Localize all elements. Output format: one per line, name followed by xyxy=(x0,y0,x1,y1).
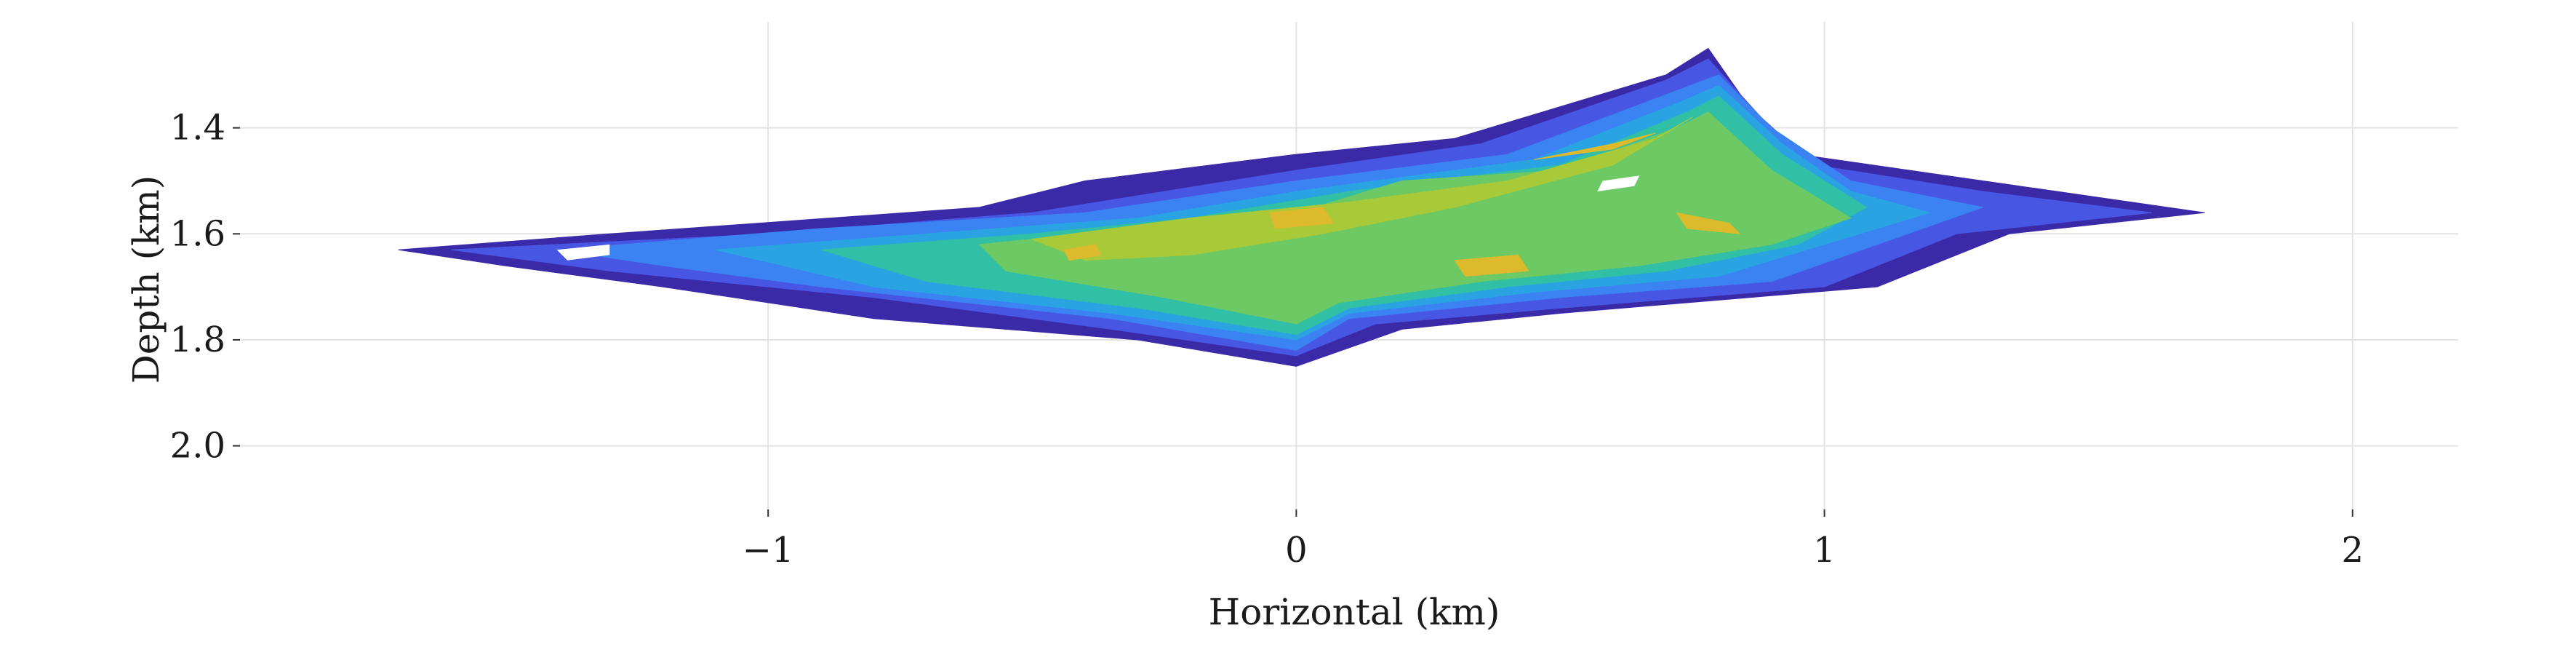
axis-ticks: −1 0 1 2 1.4 1.6 1.8 2.0 xyxy=(170,108,2364,571)
y-tick-label: 1.4 xyxy=(170,108,225,148)
plot-area xyxy=(398,47,2205,367)
contour-level-7 xyxy=(1063,244,1102,261)
contour-level-7 xyxy=(1269,207,1334,229)
x-tick-label: 1 xyxy=(1813,530,1836,571)
y-tick-label: 1.6 xyxy=(170,213,225,254)
contour-level-6 xyxy=(1031,116,1693,261)
contour-hole xyxy=(556,244,610,261)
x-tick-label: −1 xyxy=(743,530,794,571)
contour-level-7 xyxy=(1454,254,1529,277)
x-axis-label: Horizontal (km) xyxy=(1209,591,1500,633)
x-tick-label: 2 xyxy=(2341,530,2364,571)
y-axis-label: Depth (km) xyxy=(125,175,167,384)
y-tick-label: 2.0 xyxy=(170,426,225,467)
contour-hole xyxy=(1597,175,1640,191)
contour-level-5 xyxy=(979,111,1852,325)
y-tick-label: 1.8 xyxy=(170,319,225,360)
x-tick-label: 0 xyxy=(1285,530,1308,571)
contour-level-7 xyxy=(1676,212,1740,234)
contour-level-7 xyxy=(1533,132,1656,160)
